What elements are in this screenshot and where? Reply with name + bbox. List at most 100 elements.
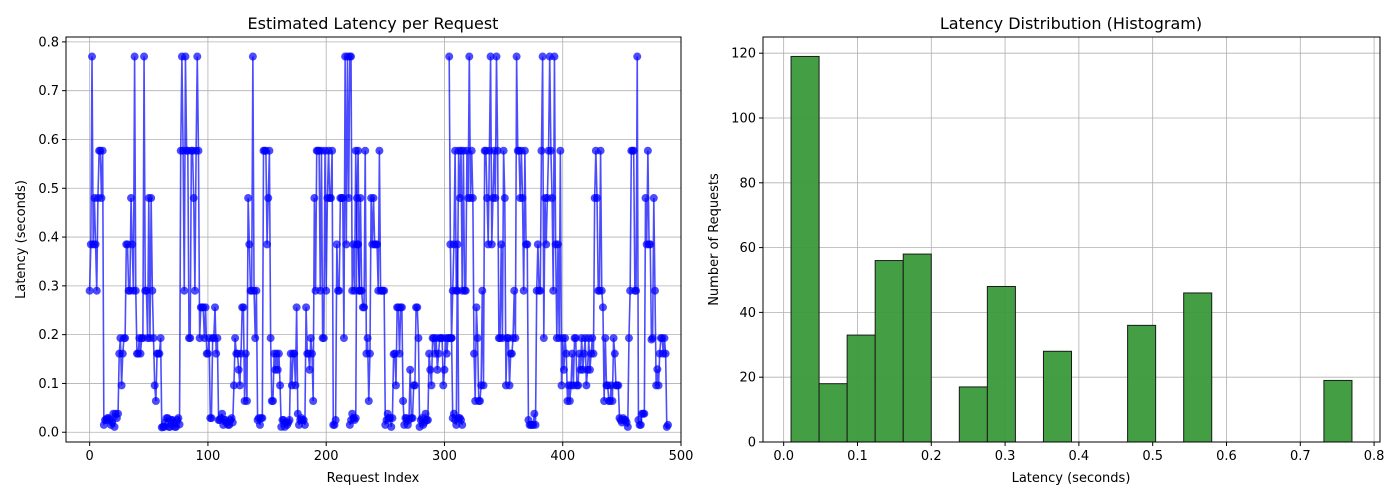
latency-point bbox=[478, 286, 487, 295]
latency-point bbox=[305, 365, 314, 374]
latency-point bbox=[150, 381, 159, 390]
latency-point bbox=[633, 52, 642, 61]
latency-point bbox=[180, 286, 189, 295]
latency-point bbox=[397, 303, 406, 312]
latency-point bbox=[136, 349, 145, 358]
latency-point bbox=[507, 349, 516, 358]
latency-point bbox=[596, 146, 605, 155]
latency-point bbox=[332, 240, 341, 249]
latency-point bbox=[387, 422, 396, 431]
latency-point bbox=[624, 334, 633, 343]
histogram-plot-frame bbox=[762, 36, 1381, 443]
latency-point bbox=[548, 194, 557, 203]
histogram-x-ticks: 0.0 0.1 0.2 0.3 0.4 0.5 0.6 0.7 0.8 bbox=[773, 442, 1384, 464]
latency-point bbox=[174, 414, 183, 423]
latency-point bbox=[483, 194, 492, 203]
latency-point bbox=[585, 365, 594, 374]
latency-point bbox=[472, 303, 481, 312]
latency-point bbox=[85, 286, 94, 295]
line-chart-x-tick-label: 500 bbox=[669, 449, 694, 464]
latency-point bbox=[308, 349, 316, 358]
latency-point bbox=[499, 146, 508, 155]
histogram-bars bbox=[790, 55, 1353, 443]
latency-point bbox=[447, 334, 456, 343]
latency-point bbox=[97, 194, 106, 203]
latency-point bbox=[610, 349, 619, 358]
latency-point bbox=[410, 381, 419, 390]
latency-point bbox=[211, 303, 220, 312]
latency-point bbox=[147, 194, 156, 203]
latency-point bbox=[475, 397, 484, 406]
latency-point bbox=[110, 422, 119, 431]
latency-point bbox=[342, 240, 351, 249]
latency-point bbox=[614, 381, 623, 390]
latency-point bbox=[235, 381, 244, 390]
latency-point bbox=[433, 365, 442, 374]
histogram-y-tick-label: 120 bbox=[731, 47, 756, 62]
latency-point bbox=[531, 420, 540, 429]
histogram-bar bbox=[818, 383, 848, 443]
latency-point bbox=[300, 420, 309, 429]
latency-point bbox=[98, 146, 107, 155]
latency-point bbox=[234, 365, 243, 374]
latency-point bbox=[266, 334, 275, 343]
latency-point bbox=[442, 349, 451, 358]
latency-point bbox=[510, 286, 519, 295]
latency-point bbox=[479, 381, 488, 390]
latency-point bbox=[550, 52, 559, 61]
latency-point bbox=[643, 146, 652, 155]
latency-point bbox=[258, 414, 267, 423]
latency-point bbox=[574, 381, 583, 390]
latency-point bbox=[229, 381, 238, 390]
latency-point bbox=[636, 420, 645, 429]
line-chart-x-tick-label: 0 bbox=[86, 449, 94, 464]
latency-point bbox=[406, 365, 415, 374]
latency-point bbox=[505, 381, 514, 390]
latency-point bbox=[660, 334, 669, 343]
latency-point bbox=[565, 397, 574, 406]
latency-point bbox=[539, 334, 548, 343]
latency-point bbox=[186, 334, 195, 343]
latency-point bbox=[263, 240, 272, 249]
latency-point bbox=[519, 286, 528, 295]
latency-point bbox=[492, 52, 501, 61]
latency-point bbox=[92, 286, 101, 295]
histogram-x-tick-label: 0.1 bbox=[847, 449, 868, 464]
histogram-title: Latency Distribution (Histogram) bbox=[940, 14, 1202, 33]
latency-point bbox=[245, 240, 254, 249]
latency-point bbox=[458, 420, 467, 429]
line-chart-x-tick-label: 200 bbox=[314, 449, 339, 464]
histogram-x-tick-label: 0.4 bbox=[1069, 449, 1090, 464]
latency-point bbox=[408, 414, 417, 423]
latency-point bbox=[265, 146, 274, 155]
latency-point bbox=[242, 397, 251, 406]
latency-point bbox=[128, 240, 137, 249]
latency-point bbox=[155, 349, 164, 358]
latency-line-chart: Estimated Latency per Request 0 100 200 300… bbox=[14, 14, 693, 486]
latency-point bbox=[470, 349, 479, 358]
latency-point bbox=[357, 286, 366, 295]
latency-point bbox=[653, 365, 662, 374]
line-chart-series bbox=[85, 52, 672, 432]
histogram-bar bbox=[790, 55, 820, 443]
line-chart-x-tick-label: 400 bbox=[550, 449, 575, 464]
line-chart-y-tick-label: 0.2 bbox=[38, 328, 59, 343]
histogram-x-tick-label: 0.5 bbox=[1142, 449, 1163, 464]
latency-point bbox=[142, 286, 151, 295]
latency-point bbox=[285, 416, 294, 425]
latency-point bbox=[273, 365, 282, 374]
latency-point bbox=[252, 286, 261, 295]
latency-point bbox=[373, 240, 382, 249]
latency-point bbox=[580, 349, 589, 358]
line-chart-ylabel: Latency (seconds) bbox=[14, 180, 29, 299]
latency-point bbox=[530, 409, 539, 418]
latency-point bbox=[189, 194, 198, 203]
line-chart-y-tick-label: 0.1 bbox=[38, 377, 59, 392]
latency-point bbox=[648, 334, 657, 343]
histogram-x-tick-label: 0.6 bbox=[1216, 449, 1237, 464]
latency-point bbox=[201, 303, 210, 312]
histogram-xlabel: Latency (seconds) bbox=[1012, 471, 1131, 486]
latency-point bbox=[654, 381, 663, 390]
latency-point bbox=[439, 381, 448, 390]
